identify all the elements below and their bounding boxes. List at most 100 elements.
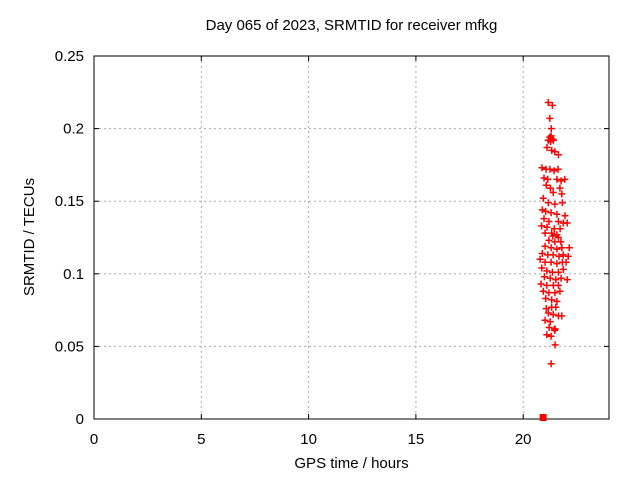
plus-marker xyxy=(549,311,557,318)
plus-marker xyxy=(554,218,562,225)
plus-marker xyxy=(551,200,559,208)
plus-marker xyxy=(553,297,561,305)
plus-marker xyxy=(551,326,559,334)
plus-marker xyxy=(563,276,571,284)
plus-marker xyxy=(559,219,567,227)
plus-marker xyxy=(538,206,546,214)
plus-marker xyxy=(549,251,557,259)
plus-marker xyxy=(538,222,546,230)
plus-marker xyxy=(553,260,561,268)
plus-marker xyxy=(553,175,561,183)
plus-marker xyxy=(545,218,553,225)
plus-marker xyxy=(544,99,552,106)
plus-marker xyxy=(542,207,550,215)
square-marker xyxy=(539,414,547,421)
plus-marker xyxy=(556,184,564,192)
plus-marker xyxy=(543,223,551,231)
plus-marker xyxy=(541,242,549,250)
plus-marker xyxy=(550,167,558,175)
plus-marker xyxy=(564,252,572,260)
plus-marker xyxy=(549,232,557,240)
x-axis-label: GPS time / hours xyxy=(294,455,409,472)
plus-marker xyxy=(547,138,555,146)
plus-marker xyxy=(545,324,553,331)
plus-marker xyxy=(551,289,559,297)
plus-marker xyxy=(554,165,562,173)
plus-marker xyxy=(544,309,552,317)
plus-marker xyxy=(543,144,551,151)
x-tick-label: 0 xyxy=(90,431,98,448)
x-tick-label: 5 xyxy=(197,431,205,448)
plus-marker xyxy=(544,199,552,207)
plus-marker xyxy=(557,238,565,246)
x-tick-label: 20 xyxy=(515,431,532,448)
y-tick-label: 0.25 xyxy=(55,48,84,65)
chart-title: Day 065 of 2023, SRMTID for receiver mfk… xyxy=(205,17,498,34)
plus-marker xyxy=(549,189,557,196)
plus-marker xyxy=(540,174,548,182)
plus-marker xyxy=(551,341,559,349)
plus-marker xyxy=(551,238,559,246)
plus-marker xyxy=(559,251,567,259)
plus-marker xyxy=(546,184,554,192)
y-tick-label: 0.1 xyxy=(63,266,84,283)
plus-marker xyxy=(547,244,555,252)
plus-marker xyxy=(548,146,556,154)
plus-marker xyxy=(548,268,556,276)
plus-marker xyxy=(540,215,548,223)
plus-marker xyxy=(561,212,569,220)
plus-marker xyxy=(542,295,550,302)
plus-marker xyxy=(540,273,548,281)
plus-marker xyxy=(538,164,546,172)
plus-marker xyxy=(542,305,550,313)
plus-marker xyxy=(545,236,553,244)
plus-marker xyxy=(557,274,565,282)
plus-marker xyxy=(541,229,549,237)
plus-marker xyxy=(548,296,556,304)
plus-marker xyxy=(541,258,549,266)
plus-marker xyxy=(554,151,562,159)
plus-marker xyxy=(557,177,565,185)
plus-marker xyxy=(543,281,551,289)
plus-marker xyxy=(537,280,545,288)
plus-marker xyxy=(545,289,553,297)
x-tick-label: 10 xyxy=(300,431,317,448)
plus-marker xyxy=(554,281,562,289)
plus-marker xyxy=(539,287,547,295)
plus-marker xyxy=(536,255,544,263)
plus-marker xyxy=(562,258,570,266)
plus-marker xyxy=(547,332,555,340)
plus-marker xyxy=(546,114,554,122)
plus-marker xyxy=(538,264,546,272)
scatter-points-SRMTID xyxy=(536,99,573,368)
plus-marker xyxy=(558,190,566,198)
plus-marker xyxy=(558,199,566,207)
plus-marker xyxy=(552,276,560,284)
plus-marker xyxy=(547,360,555,368)
plus-marker xyxy=(565,244,573,252)
plus-marker xyxy=(552,303,560,311)
plus-marker xyxy=(541,316,549,324)
plus-marker xyxy=(558,312,566,320)
plus-marker xyxy=(543,267,551,275)
plus-marker xyxy=(546,318,554,326)
x-tick-label: 15 xyxy=(408,431,425,448)
plus-marker xyxy=(538,250,546,257)
plus-marker xyxy=(544,175,552,183)
plus-marker xyxy=(558,244,566,252)
plus-marker xyxy=(548,101,556,109)
plus-marker xyxy=(553,245,561,253)
plus-marker xyxy=(556,225,564,233)
scatter-points-zero-value-marker xyxy=(539,414,547,421)
plus-marker xyxy=(539,194,547,202)
plus-marker xyxy=(561,175,569,183)
y-tick-label: 0.2 xyxy=(63,121,84,138)
plus-marker xyxy=(556,287,564,295)
plus-marker xyxy=(547,258,555,266)
plus-marker xyxy=(547,125,555,133)
plus-marker xyxy=(546,274,554,282)
plus-marker xyxy=(547,209,555,217)
plus-marker xyxy=(554,234,562,241)
y-tick-label: 0 xyxy=(76,411,84,428)
